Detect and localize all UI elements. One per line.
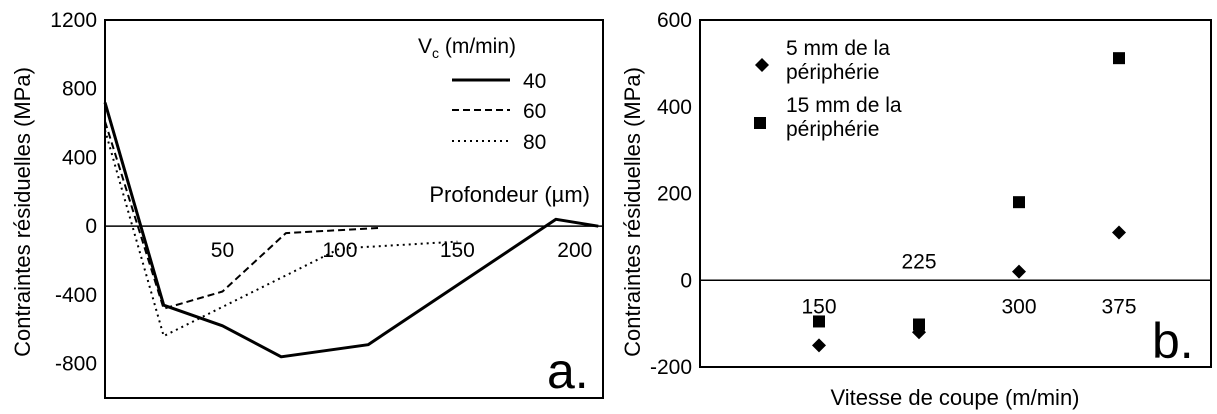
panel-a-x-tick-3: 200 <box>557 239 592 262</box>
point-diamond-375 <box>1112 225 1126 240</box>
legend-label-5mm-line1: 5 mm de la <box>786 37 890 60</box>
panel-a-y-tick-1: 800 <box>62 78 97 101</box>
panel-a-y-tick-0: 1200 <box>50 9 97 32</box>
legend-label-40: 40 <box>523 70 546 93</box>
legend-entry-40: 40 <box>452 70 546 93</box>
legend-marker-diamond <box>755 58 769 72</box>
point-square-150 <box>813 315 825 328</box>
point-square-225 <box>913 318 925 331</box>
legend-label-60: 60 <box>523 100 546 123</box>
panel-b-y-tick-3: 0 <box>680 269 692 292</box>
legend-label-15mm-line1: 15 mm de la <box>786 94 902 117</box>
panel-a-series-lines <box>103 102 599 359</box>
legend-label-5mm: 5 mm de la périphérie <box>786 37 896 84</box>
panel-b-x-axis-title: Vitesse de coupe (m/min) <box>830 385 1079 410</box>
chart-panel-b: Contraintes résiduelles (MPa) 600 400 200 0… <box>620 9 1212 410</box>
point-square-375 <box>1113 52 1125 65</box>
legend-marker-square <box>754 117 766 129</box>
panel-b-y-tick-labels: 600 400 200 0 -200 <box>650 9 692 379</box>
panel-a-x-tick-0: 50 <box>211 239 234 262</box>
panel-b-y-tick-1: 400 <box>657 96 692 119</box>
panel-b-x-tick-labels: 150 225 300 375 <box>801 250 1136 318</box>
legend-title-subscript: c <box>432 45 439 61</box>
panel-b-y-tick-2: 200 <box>657 183 692 206</box>
point-diamond-300 <box>1012 264 1026 279</box>
series-line-80 <box>104 129 458 338</box>
series-line-40 <box>103 102 599 359</box>
panel-a-x-tick-1: 100 <box>322 239 357 262</box>
panel-b-x-tick-2: 300 <box>1001 295 1036 318</box>
panel-a-y-tick-5: -800 <box>55 353 97 376</box>
chart-panel-a: Contraintes résiduelles (MPa) 1200800400… <box>10 9 604 399</box>
legend-label-5mm-line2: périphérie <box>786 61 879 84</box>
panel-a-x-tick-labels: 50 100 150 200 <box>211 239 593 262</box>
panel-b-data-points <box>812 52 1126 353</box>
panel-b-x-tick-0: 150 <box>801 295 836 318</box>
panel-b-y-tick-4: -200 <box>650 356 692 379</box>
legend-label-80: 80 <box>523 131 546 154</box>
legend-label-15mm-line2: périphérie <box>786 118 879 141</box>
legend-label-15mm: 15 mm de la périphérie <box>786 94 907 141</box>
panel-a-x-axis-title: Profondeur (µm) <box>429 182 590 207</box>
panel-a-y-tick-2: 400 <box>62 146 97 169</box>
legend-title-unit: (m/min) <box>439 35 516 58</box>
panel-a-legend: Vc (m/min) 40 60 80 <box>418 35 546 154</box>
legend-title-symbol: V <box>418 35 432 58</box>
panel-b-x-tick-3: 375 <box>1101 295 1136 318</box>
panel-b-label: b. <box>1152 313 1194 369</box>
point-diamond-150 <box>812 338 826 353</box>
panel-b-x-tick-1: 225 <box>901 250 936 273</box>
panel-b-legend: 5 mm de la périphérie 15 mm de la périph… <box>754 37 907 141</box>
panel-a-y-tick-4: -400 <box>55 284 97 307</box>
panel-b-y-axis-title: Contraintes résiduelles (MPa) <box>620 67 645 357</box>
legend-entry-80: 80 <box>452 131 546 154</box>
panel-a-x-tick-2: 150 <box>440 239 475 262</box>
panel-a-y-tick-labels: 1200 800 400 0 -400 -800 <box>50 9 97 376</box>
panel-a-y-tick-3: 0 <box>85 215 97 238</box>
panel-b-plot-frame <box>699 19 1212 368</box>
panel-b-y-tick-0: 600 <box>657 9 692 32</box>
legend-title: Vc (m/min) <box>418 35 516 61</box>
point-square-300 <box>1013 196 1025 209</box>
panel-a-y-axis-title: Contraintes résiduelles (MPa) <box>10 67 35 357</box>
panel-a-label: a. <box>547 343 589 399</box>
series-line-60 <box>104 121 380 310</box>
panel-a-plot-frame <box>104 19 604 399</box>
legend-entry-60: 60 <box>452 100 546 123</box>
